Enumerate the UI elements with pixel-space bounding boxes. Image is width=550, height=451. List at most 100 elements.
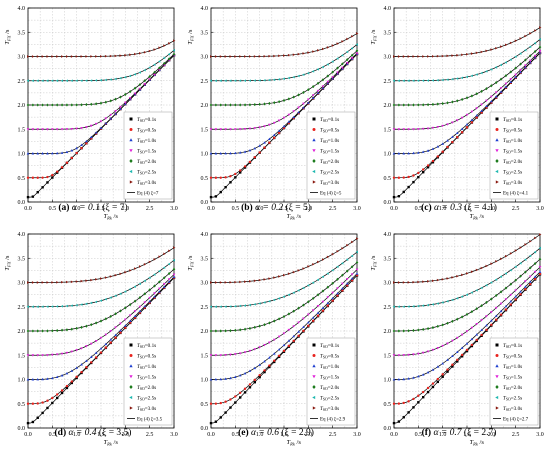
data-point [80, 363, 83, 366]
data-point [412, 353, 415, 356]
data-point [421, 103, 425, 107]
legend-label: TSO=1.0s [503, 138, 522, 144]
series-1.5s [392, 50, 542, 131]
legend-marker [495, 385, 499, 389]
data-point [70, 55, 74, 58]
data-point [539, 233, 542, 236]
data-point [407, 79, 410, 83]
data-point [129, 269, 132, 272]
data-point [446, 368, 449, 371]
chart-panel-f: 0.0 0.5 1.0 1.5 2.0 2.5 3.00.00.51.01.52.02.53… [370, 232, 544, 447]
data-point [75, 79, 78, 83]
data-point [268, 141, 271, 144]
data-point [273, 136, 276, 140]
data-point [402, 401, 405, 405]
data-point [307, 101, 310, 104]
caption-b: (b) α = 0.2 (ξ = 5) [191, 203, 361, 213]
data-point [89, 301, 93, 305]
data-point [524, 34, 527, 38]
data-point [519, 261, 522, 265]
data-point [287, 97, 291, 101]
legend-label-value: =2.0s [511, 159, 522, 165]
data-point [134, 267, 137, 270]
data-point [321, 78, 325, 82]
data-point [158, 68, 161, 72]
data-point [326, 304, 329, 307]
series-1.5s [26, 273, 176, 357]
data-point [128, 314, 132, 317]
legend-label-value: =1.5s [328, 375, 339, 381]
legend-label-value: =2.0s [328, 159, 339, 165]
y-axis-label: TFX /s [187, 29, 195, 45]
data-point [272, 352, 276, 355]
data-point [253, 303, 256, 306]
data-point [36, 152, 40, 155]
x-axis-label: TRk /s [470, 213, 485, 221]
data-point [41, 152, 44, 155]
data-point [504, 85, 508, 88]
x-axis-label-sub: Rk [472, 442, 479, 447]
data-point [128, 89, 132, 94]
data-point [539, 26, 542, 29]
data-point [109, 117, 113, 120]
data-point [402, 305, 405, 309]
series-3.0s [393, 233, 542, 284]
x-tick-label: 2.5 [329, 432, 337, 438]
data-point [36, 128, 40, 131]
data-point [41, 103, 44, 107]
data-point [51, 55, 54, 58]
legend-label-value: =0.5s [145, 128, 156, 134]
data-point [268, 364, 271, 367]
legend-label: TSO=3.0s [320, 180, 339, 186]
data-point [75, 349, 78, 352]
data-point [282, 332, 286, 335]
data-point [114, 294, 117, 298]
data-point [514, 289, 517, 292]
data-point [26, 79, 29, 83]
y-tick-label: 2.5 [384, 79, 392, 85]
data-point [470, 94, 474, 98]
data-point [446, 370, 449, 373]
data-point [158, 290, 161, 293]
data-point [234, 280, 237, 284]
data-point [455, 119, 459, 122]
data-point [229, 281, 232, 284]
legend-label: TSO=3.0s [503, 406, 522, 412]
data-point [224, 55, 228, 58]
legend-label-sub: SO [140, 119, 145, 123]
data-point [538, 266, 542, 269]
data-point [75, 375, 78, 379]
data-point [340, 261, 344, 265]
data-point [397, 281, 401, 284]
data-point [519, 52, 522, 55]
data-point [253, 366, 257, 370]
data-point [41, 411, 44, 415]
data-point [441, 101, 444, 106]
data-point [143, 83, 147, 86]
legend-marker [129, 149, 133, 153]
legend-label-t: T [320, 170, 324, 176]
data-point [287, 339, 291, 342]
data-point [397, 378, 401, 381]
data-point [494, 65, 498, 69]
data-point [417, 375, 420, 378]
data-point [153, 63, 156, 66]
caption-alpha: α = 0.3 [433, 203, 463, 213]
data-point [143, 68, 146, 72]
data-point [100, 55, 103, 58]
x-tick-label: 1.5 [463, 206, 471, 212]
data-point [104, 78, 107, 82]
data-point [307, 265, 310, 268]
y-tick-label: 0.5 [18, 402, 26, 408]
data-point [509, 41, 513, 45]
data-point [350, 57, 354, 60]
data-point [26, 354, 30, 357]
data-point [60, 166, 64, 169]
data-point [485, 300, 488, 304]
y-tick-label: 4.0 [18, 6, 26, 12]
data-point [65, 351, 69, 355]
x-tick-label: 2.5 [512, 206, 520, 212]
data-point [119, 107, 122, 110]
caption-xi: (ξ = 2.9) [281, 428, 314, 438]
data-point [268, 123, 271, 127]
